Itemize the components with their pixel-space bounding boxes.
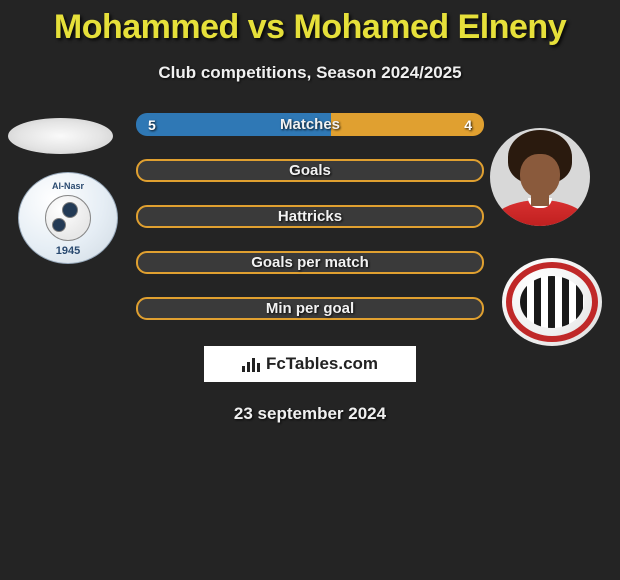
stat-row-gpm: Goals per match bbox=[136, 251, 484, 274]
stat-bar-right bbox=[331, 113, 484, 136]
stat-row-mpg: Min per goal bbox=[136, 297, 484, 320]
player-left-avatar bbox=[8, 118, 113, 154]
stat-value-left: 5 bbox=[148, 117, 156, 133]
stat-bar-empty bbox=[136, 159, 484, 182]
player-right-avatar bbox=[490, 128, 590, 226]
stat-bar-empty bbox=[136, 297, 484, 320]
club-left-name: Al-Nasr bbox=[19, 181, 117, 191]
stats-bars: 5 Matches 4 Goals Hattricks Goals per ma… bbox=[136, 113, 484, 320]
stat-value-right: 4 bbox=[464, 117, 472, 133]
player-left-club-crest: Al-Nasr 1945 bbox=[18, 172, 118, 264]
club-left-year: 1945 bbox=[19, 245, 117, 257]
stat-bar-empty bbox=[136, 251, 484, 274]
brand-box: FcTables.com bbox=[204, 346, 416, 382]
stat-row-goals: Goals bbox=[136, 159, 484, 182]
stat-row-hattricks: Hattricks bbox=[136, 205, 484, 228]
stat-bar-empty bbox=[136, 205, 484, 228]
soccer-ball-icon bbox=[45, 195, 91, 241]
page-title: Mohammed vs Mohamed Elneny bbox=[0, 0, 620, 47]
stat-row-matches: 5 Matches 4 bbox=[136, 113, 484, 136]
brand-text: FcTables.com bbox=[266, 354, 378, 374]
subtitle: Club competitions, Season 2024/2025 bbox=[0, 63, 620, 83]
date-stamp: 23 september 2024 bbox=[0, 404, 620, 424]
stat-bar-left bbox=[136, 113, 331, 136]
player-right-club-crest bbox=[502, 258, 602, 346]
bar-chart-icon bbox=[242, 356, 260, 372]
